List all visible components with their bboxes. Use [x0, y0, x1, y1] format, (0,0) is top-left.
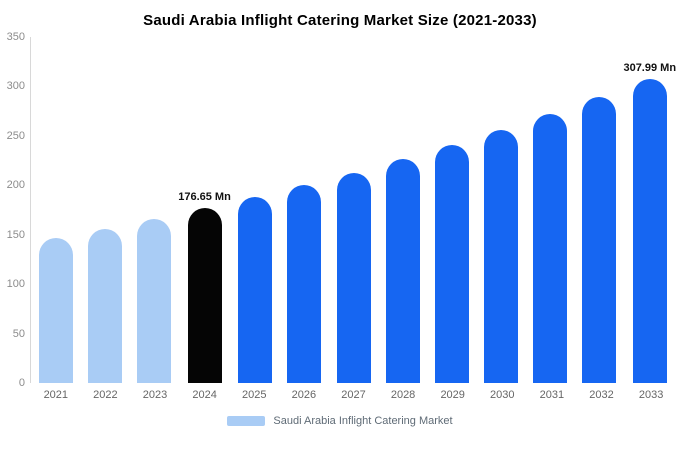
bar-2025[interactable]	[238, 197, 273, 383]
x-axis-label-2033: 2033	[638, 389, 664, 401]
bar-column-2028	[378, 37, 427, 383]
x-axis-label-2026: 2026	[291, 389, 317, 401]
bar-value-label: 307.99 Mn	[623, 61, 677, 74]
bar-column-2033: 307.99 Mn	[623, 37, 676, 383]
y-axis-tick-label: 250	[6, 129, 25, 142]
y-axis-tick-label: 50	[12, 327, 25, 340]
bar-column-2023	[129, 37, 178, 383]
bar-2030[interactable]	[483, 130, 518, 383]
bar-column-2031	[525, 37, 574, 383]
y-axis-tick-label: 100	[6, 278, 25, 291]
x-axis-label-2025: 2025	[242, 389, 267, 401]
x-axis-label-2030: 2030	[490, 389, 515, 401]
bar-value-label: 176.65 Mn	[178, 191, 231, 204]
y-axis-tick-label: 300	[6, 80, 25, 93]
bar-2028[interactable]	[385, 159, 420, 383]
bar-2029[interactable]	[434, 145, 469, 383]
y-axis-tick-label: 0	[18, 377, 25, 389]
y-axis: 0 50 100 150 200 250 300 350	[2, 31, 30, 389]
bar-chart: 0 50 100 150 200 250 300 350 176.65 Mn 307.99 Mn	[2, 31, 676, 389]
bar-2027[interactable]	[336, 172, 371, 383]
plot-area: 176.65 Mn 307.99 Mn	[30, 37, 676, 383]
bar-column-2021	[31, 37, 80, 383]
x-axis-label-2032: 2032	[589, 389, 614, 401]
x-axis-label-2031: 2031	[539, 389, 565, 401]
bar-column-2025	[231, 37, 280, 383]
bar-2022[interactable]	[87, 228, 122, 383]
y-axis-tick-label: 150	[6, 228, 25, 241]
chart-title: Saudi Arabia Inflight Catering Market Si…	[143, 12, 537, 29]
bar-column-2032	[574, 37, 623, 383]
bar-2031[interactable]	[532, 113, 567, 383]
bar-2033[interactable]	[632, 78, 667, 383]
legend-label: Saudi Arabia Inflight Catering Market	[273, 415, 453, 427]
bar-column-2024: 176.65 Mn	[178, 37, 231, 383]
bar-column-2022	[80, 37, 129, 383]
bar-2021[interactable]	[38, 237, 73, 383]
x-axis-label-2023: 2023	[142, 389, 168, 401]
x-axis-label-2021: 2021	[43, 389, 69, 401]
bar-column-2026	[280, 37, 329, 383]
bar-2024[interactable]	[187, 208, 222, 383]
bar-2023[interactable]	[136, 218, 171, 383]
x-axis: 2021 2022 2023 2024 2025 2026 2027 2028 2029 2030…	[31, 389, 676, 401]
legend-swatch	[227, 416, 266, 426]
y-axis-tick-label: 350	[6, 31, 25, 43]
x-axis-label-2029: 2029	[440, 389, 465, 401]
x-axis-label-2022: 2022	[93, 389, 118, 401]
bar-column-2029	[427, 37, 476, 383]
y-axis-tick-label: 200	[6, 179, 25, 192]
bar-column-2030	[476, 37, 525, 383]
x-axis-label-2024: 2024	[192, 389, 217, 401]
bar-column-2027	[329, 37, 378, 383]
bar-2032[interactable]	[581, 96, 616, 383]
bar-2026[interactable]	[287, 185, 322, 383]
x-axis-label-2027: 2027	[341, 389, 366, 401]
x-axis-label-2028: 2028	[390, 389, 416, 401]
legend-item[interactable]: Saudi Arabia Inflight Catering Market	[0, 415, 680, 427]
